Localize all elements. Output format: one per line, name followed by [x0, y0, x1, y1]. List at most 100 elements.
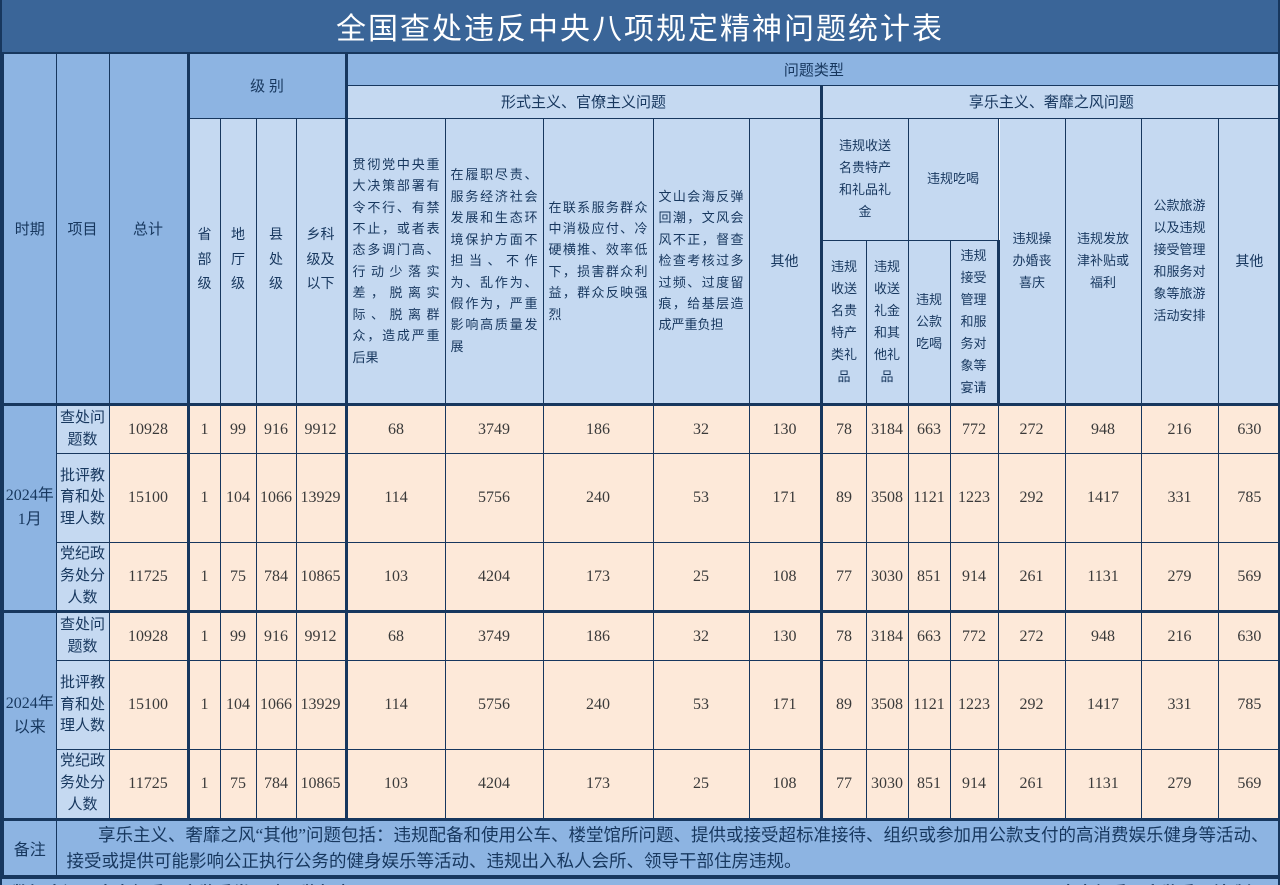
col-header-public-funded-travel: 公款旅游以及违规接受管理和服务对象等旅游活动安排: [1140, 117, 1219, 406]
col-header-item: 项目: [55, 52, 110, 406]
data-cell: 10865: [295, 542, 348, 613]
col-header-period: 时期: [2, 52, 57, 406]
data-cell: 130: [748, 610, 823, 662]
table-row: 批评教育和处理人数 15100 1 104 1066 13929 114 575…: [3, 453, 1278, 544]
data-cell: 3749: [444, 403, 544, 455]
data-cell: 914: [949, 749, 999, 820]
data-cell: 785: [1217, 660, 1278, 751]
data-cell: 292: [997, 660, 1066, 751]
data-cell: 4204: [444, 542, 544, 613]
remarks-label: 备注: [2, 817, 57, 877]
data-cell: 25: [652, 542, 750, 613]
data-cell: 10928: [108, 610, 190, 662]
data-cell: 173: [542, 749, 654, 820]
col-header-formalism-4: 文山会海反弹回潮，文风会风不正，督查检查考核过多过频、过度留痕，给基层造成严重负…: [652, 117, 750, 406]
item-cell: 党纪政务处分人数: [55, 542, 110, 613]
data-cell: 78: [820, 403, 867, 455]
data-cell: 99: [219, 610, 257, 662]
data-cell: 186: [542, 610, 654, 662]
data-cell: 663: [907, 610, 951, 662]
data-cell: 261: [997, 749, 1066, 820]
data-cell: 1: [187, 660, 221, 751]
data-cell: 15100: [108, 453, 190, 544]
data-cell: 103: [345, 749, 446, 820]
data-cell: 292: [997, 453, 1066, 544]
data-cell: 11725: [108, 749, 190, 820]
table-row: 党纪政务处分人数 11725 1 75 784 10865 103 4204 1…: [3, 542, 1278, 613]
data-cell: 772: [949, 610, 999, 662]
data-cell: 1223: [949, 660, 999, 751]
data-cell: 1066: [255, 453, 297, 544]
data-cell: 171: [748, 660, 823, 751]
data-cell: 1223: [949, 453, 999, 544]
data-cell: 784: [255, 749, 297, 820]
data-cell: 851: [907, 542, 951, 613]
page-title: 全国查处违反中央八项规定精神问题统计表: [2, 0, 1278, 52]
data-cell: 569: [1217, 542, 1278, 613]
col-header-prefecture-level: 地厅级: [219, 117, 257, 406]
col-header-formalism-2: 在履职尽责、服务经济社会发展和生态环境保护方面不担当、不作为、乱作为、假作为，严…: [444, 117, 544, 406]
data-cell: 279: [1140, 542, 1219, 613]
data-cell: 5756: [444, 660, 544, 751]
data-cell: 272: [997, 403, 1066, 455]
data-cell: 10865: [295, 749, 348, 820]
data-cell: 240: [542, 453, 654, 544]
col-header-allowances: 违规发放津补贴或福利: [1064, 117, 1142, 406]
data-cell: 15100: [108, 660, 190, 751]
data-cell: 1: [187, 453, 221, 544]
col-header-public-funds-dining: 违规公款吃喝: [907, 239, 951, 406]
data-cell: 75: [219, 542, 257, 613]
col-group-dining: 违规吃喝: [907, 117, 999, 241]
table-row: 党纪政务处分人数 11725 1 75 784 10865 103 4204 1…: [3, 749, 1278, 820]
data-cell: 104: [219, 660, 257, 751]
data-cell: 114: [345, 660, 446, 751]
data-cell: 3508: [865, 453, 909, 544]
col-group-hedonism: 享乐主义、奢靡之风问题: [820, 84, 1278, 119]
data-cell: 77: [820, 542, 867, 613]
data-cell: 948: [1064, 610, 1142, 662]
data-cell: 948: [1064, 403, 1142, 455]
data-cell: 32: [652, 610, 750, 662]
table-row: 2024年以来 查处问题数 10928 1 99 916 9912 68 374…: [2, 610, 1278, 820]
data-cell: 9912: [295, 403, 348, 455]
col-header-county-level: 县处级: [255, 117, 297, 406]
data-cell: 68: [345, 610, 446, 662]
data-cell: 3030: [865, 542, 909, 613]
data-source-label: 数据来源：中央纪委国家监委党风政风监督室: [12, 879, 352, 885]
data-cell: 630: [1217, 403, 1278, 455]
data-cell: 916: [255, 610, 297, 662]
item-cell: 批评教育和处理人数: [55, 453, 110, 544]
col-group-formalism: 形式主义、官僚主义问题: [345, 84, 823, 119]
data-cell: 10928: [108, 403, 190, 455]
data-cell: 663: [907, 403, 951, 455]
data-cell: 914: [949, 542, 999, 613]
data-cell: 5756: [444, 453, 544, 544]
footer-bar: 数据来源：中央纪委国家监委党风政风监督室 中央纪委国家监委网站 制图: [2, 876, 1278, 885]
data-cell: 3749: [444, 610, 544, 662]
data-cell: 77: [820, 749, 867, 820]
data-cell: 916: [255, 403, 297, 455]
data-cell: 3508: [865, 660, 909, 751]
data-cell: 1: [187, 749, 221, 820]
col-header-hedonism-other: 其他: [1217, 117, 1278, 406]
col-header-formalism-other: 其他: [748, 117, 823, 406]
data-cell: 240: [542, 660, 654, 751]
data-cell: 279: [1140, 749, 1219, 820]
table-row: 2024年1月 查处问题数 10928 1 99 916 9912 68 374…: [2, 403, 1278, 613]
data-cell: 1: [187, 542, 221, 613]
data-cell: 630: [1217, 610, 1278, 662]
col-group-level: 级 别: [187, 52, 348, 119]
data-cell: 13929: [295, 660, 348, 751]
data-cell: 32: [652, 403, 750, 455]
period-cell: 2024年1月: [2, 403, 57, 613]
data-cell: 173: [542, 542, 654, 613]
item-cell: 查处问题数: [55, 403, 110, 455]
data-cell: 1417: [1064, 453, 1142, 544]
data-cell: 784: [255, 542, 297, 613]
data-cell: 89: [820, 453, 867, 544]
data-cell: 108: [748, 542, 823, 613]
data-cell: 1121: [907, 453, 951, 544]
data-cell: 1: [187, 403, 221, 455]
col-header-specialty-gifts: 违规收送名贵特产类礼品: [820, 239, 867, 406]
col-header-township-level: 乡科级及以下: [295, 117, 348, 406]
